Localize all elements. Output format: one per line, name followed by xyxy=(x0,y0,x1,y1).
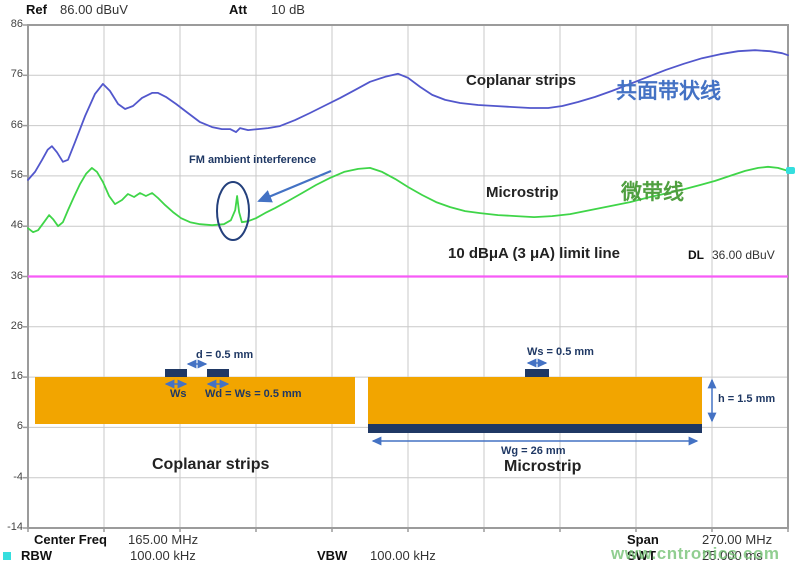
y-axis-tick-label: 16 xyxy=(10,370,23,383)
y-axis-tick-label: 56 xyxy=(10,168,23,181)
microstrip-substrate xyxy=(368,377,702,424)
microstrip-diagram xyxy=(368,358,717,446)
y-axis-tick-labels: 86 76 66 56 46 36 26 16 6 -4 -14 xyxy=(0,0,24,578)
y-axis-tick-label: 66 xyxy=(10,118,23,131)
y-axis-tick-label: -4 xyxy=(13,470,23,483)
coplanar-strip-right xyxy=(207,369,229,377)
coplanar-curve-label: Coplanar strips xyxy=(466,72,577,89)
curves-layer xyxy=(27,49,789,234)
gap-dimension-label: d = 0.5 mm xyxy=(196,349,254,361)
dl-label: DL xyxy=(688,248,704,262)
fm-interference-note: FM ambient interference xyxy=(189,154,317,166)
att-label: Att xyxy=(229,2,248,17)
substrate-height-label: h = 1.5 mm xyxy=(718,393,776,405)
microstrip-curve xyxy=(27,165,789,234)
coplanar-diagram-title: Coplanar strips xyxy=(152,456,270,473)
coplanar-strips-curve xyxy=(27,49,789,181)
coplanar-strip-left xyxy=(165,369,187,377)
ref-value: 86.00 dBuV xyxy=(60,2,128,17)
rbw-label: RBW xyxy=(21,548,53,563)
center-freq-label: Center Freq xyxy=(34,532,107,547)
y-axis-tick-label: -14 xyxy=(7,521,23,533)
y-axis-tick-label: 6 xyxy=(16,420,23,433)
ref-label: Ref xyxy=(26,2,47,17)
center-freq-value: 165.00 MHz xyxy=(128,532,199,547)
site-watermark: www.cntronics.com xyxy=(611,544,780,563)
coplanar-curve-label-cn: 共面带状线 xyxy=(616,80,721,103)
vbw-value: 100.00 kHz xyxy=(370,548,436,563)
microstrip-trace xyxy=(525,369,549,377)
trace-width-label: Ws = 0.5 mm xyxy=(527,346,594,358)
att-value: 10 dB xyxy=(271,2,305,17)
swt-label: SWT xyxy=(627,548,656,563)
fm-interference-arrow xyxy=(257,169,332,203)
fm-interference-circle xyxy=(216,181,250,241)
y-axis-tick-label: 36 xyxy=(10,269,23,282)
microstrip-diagram-title: Microstrip xyxy=(504,458,582,475)
wd-dimension-label: Wd = Ws = 0.5 mm xyxy=(205,388,302,400)
rbw-trace-marker xyxy=(3,552,11,560)
y-axis-tick-label: 86 xyxy=(10,18,23,30)
y-axis-tick-label: 46 xyxy=(10,219,23,232)
coplanar-substrate xyxy=(35,377,355,424)
ground-width-label: Wg = 26 mm xyxy=(501,445,566,457)
y-axis-tick-label: 76 xyxy=(10,68,23,81)
limit-line-label: 10 dBμA (3 μA) limit line xyxy=(448,245,620,262)
y-axis-tick-label: 26 xyxy=(10,319,23,332)
rbw-value: 100.00 kHz xyxy=(130,548,196,563)
microstrip-curve-label: Microstrip xyxy=(486,184,559,201)
microstrip-curve-label-cn: 微带线 xyxy=(621,181,684,204)
vbw-label: VBW xyxy=(317,548,348,563)
ws-dimension-label: Ws xyxy=(170,388,187,400)
span-value: 270.00 MHz xyxy=(702,532,773,547)
trace-end-marker xyxy=(786,167,795,174)
span-label: Span xyxy=(627,532,659,547)
microstrip-ground-plane xyxy=(368,424,702,433)
swt-value: 25.000 ms xyxy=(702,548,763,563)
dl-value: 36.00 dBuV xyxy=(712,248,775,262)
coplanar-strips-diagram xyxy=(35,359,355,424)
